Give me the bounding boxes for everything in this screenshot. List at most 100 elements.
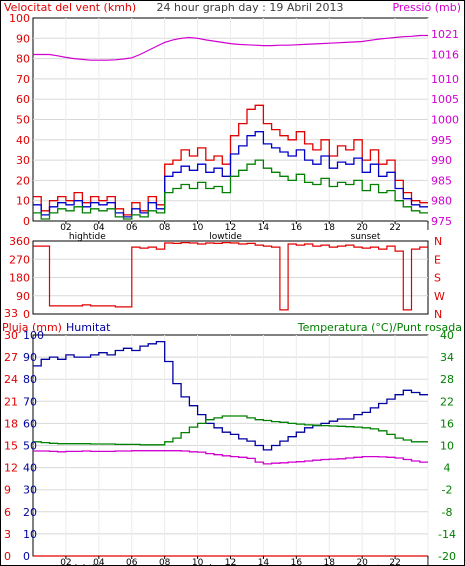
bottom-panel-x-tick-label: 10 bbox=[192, 558, 204, 566]
wind-y-tick-label: 80 bbox=[16, 53, 30, 66]
rain-y-tick-label: 15 bbox=[4, 440, 18, 453]
bottom-panel-x-tick-label: 04 bbox=[93, 558, 105, 566]
temperature-y-tick-label: -20 bbox=[438, 550, 456, 563]
wind-panel-x-tick-label: 18 bbox=[324, 223, 336, 233]
humidity-series-line bbox=[33, 340, 428, 451]
temperature-y-tick-label: 28 bbox=[440, 373, 454, 386]
wind-panel-x-tick-label: 06 bbox=[126, 223, 138, 233]
direction-compass-label: E bbox=[434, 253, 441, 266]
temperature-dewpoint-label: Temperatura (°C)/Punt rosada bbox=[297, 321, 462, 334]
humidity-y-tick-label: 100 bbox=[23, 329, 44, 342]
rain-y-tick-label: 33 bbox=[4, 307, 18, 320]
wind-y-tick-label: 100 bbox=[9, 12, 30, 25]
humidity-y-tick-label: 50 bbox=[23, 440, 37, 453]
pressure-y-tick-label: 985 bbox=[431, 174, 452, 187]
pressure-y-tick-label: 1010 bbox=[431, 73, 459, 86]
temperature-y-tick-label: 34 bbox=[440, 351, 454, 364]
wind-y-tick-label: 50 bbox=[16, 114, 30, 127]
humidity-y-tick-label: 30 bbox=[23, 484, 37, 497]
bottom-panel-x-tick-label: I bbox=[427, 558, 430, 566]
humidity-y-tick-label: 0 bbox=[23, 550, 30, 563]
bottom-panel-x-tick-label: 18 bbox=[324, 558, 336, 566]
temperature-y-tick-label: -2 bbox=[442, 484, 453, 497]
bottom-panel-x-tick-label: 14 bbox=[258, 558, 270, 566]
rain-y-tick-label: 18 bbox=[4, 417, 18, 430]
direction-compass-label: N bbox=[434, 308, 442, 321]
wind-speed-label: Velocitat del vent (kmh) bbox=[4, 1, 136, 14]
wind-y-tick-label: 10 bbox=[16, 195, 30, 208]
humidity-label: Humitat bbox=[66, 321, 111, 334]
wind-y-tick-label: 70 bbox=[16, 73, 30, 86]
rain-y-tick-label: 6 bbox=[4, 506, 11, 519]
direction-y-tick-label: 180 bbox=[9, 272, 30, 285]
wind-panel-x-tick-label: 02 bbox=[60, 223, 71, 233]
humidity-y-tick-label: 90 bbox=[23, 351, 37, 364]
dewpoint-series-line bbox=[33, 450, 428, 465]
pressure-y-tick-label: 995 bbox=[431, 134, 452, 147]
wind-y-tick-label: 60 bbox=[16, 93, 30, 106]
humidity-y-tick-label: 20 bbox=[23, 506, 37, 519]
wind_gust-series-line bbox=[33, 104, 428, 216]
rain-y-tick-label: 3 bbox=[4, 528, 11, 541]
rain-axis-label: Pluja (mm) bbox=[2, 321, 62, 334]
direction-compass-label: S bbox=[434, 272, 441, 285]
wind-panel-x-tick-label: 10 bbox=[192, 223, 204, 233]
direction-y-tick-label: 90 bbox=[16, 290, 30, 303]
bottom-panel-x-tick-label: 22 bbox=[389, 558, 400, 566]
wind-panel-x-tick-label: 08 bbox=[159, 223, 171, 233]
pressure-y-tick-label: 1005 bbox=[431, 93, 459, 106]
wind-panel-x-tick-label: 14 bbox=[258, 223, 270, 233]
pressure-y-tick-label: 975 bbox=[431, 215, 452, 228]
temperature-y-tick-label: 40 bbox=[440, 329, 454, 342]
pressure-y-tick-label: 1021 bbox=[431, 28, 459, 41]
bottom-panel-event-label: lowtide bbox=[209, 564, 242, 566]
temperature-y-tick-label: 22 bbox=[440, 395, 454, 408]
wind-panel-x-tick-label: 12 bbox=[225, 223, 236, 233]
wind-y-tick-label: 40 bbox=[16, 134, 30, 147]
wind_low-series-line bbox=[33, 159, 428, 220]
temperature-y-tick-label: 10 bbox=[440, 440, 454, 453]
temperature-series-line bbox=[33, 415, 428, 446]
rain-y-tick-label: 21 bbox=[4, 395, 18, 408]
wind-panel-x-tick-label: 04 bbox=[93, 223, 105, 233]
temperature-y-tick-label: 16 bbox=[440, 417, 454, 430]
bottom-panel-x-tick-label: 02 bbox=[60, 558, 71, 566]
pressure-y-tick-label: 990 bbox=[431, 154, 452, 167]
humidity-y-tick-label: 40 bbox=[23, 462, 37, 475]
direction-y-tick-label: 360 bbox=[9, 235, 30, 248]
rain-y-tick-label: 27 bbox=[4, 351, 18, 364]
bottom-panel-x-tick-label: 06 bbox=[126, 558, 138, 566]
pressure-label: Pressió (mb) bbox=[392, 1, 461, 14]
pressure-y-tick-label: 1016 bbox=[431, 49, 459, 62]
bottom-panel-x-tick-label: 16 bbox=[291, 558, 303, 566]
bottom-panel-event-label: sunset bbox=[351, 564, 381, 566]
wind-panel-x-tick-label: I bbox=[427, 223, 430, 233]
humidity-y-tick-label: 10 bbox=[23, 528, 37, 541]
pressure-y-tick-label: 980 bbox=[431, 195, 452, 208]
temperature-y-tick-label: -14 bbox=[438, 528, 456, 541]
wind-panel-x-tick-label: 22 bbox=[389, 223, 400, 233]
wind-panel-x-tick-label: 16 bbox=[291, 223, 303, 233]
wind-panel-x-tick-label: 20 bbox=[356, 223, 368, 233]
humidity-y-tick-label: 70 bbox=[23, 395, 37, 408]
direction-y-tick-label: 270 bbox=[9, 253, 30, 266]
rain-y-tick-label: 30 bbox=[4, 329, 18, 342]
wind-panel-event-label: lowtide bbox=[209, 232, 242, 242]
wind-panel-event-label: hightide bbox=[69, 232, 106, 242]
temperature-y-tick-label: 4 bbox=[444, 462, 451, 475]
wind-y-tick-label: 0 bbox=[23, 215, 30, 228]
pressure-y-tick-label: 1000 bbox=[431, 114, 459, 127]
direction-y-tick-label: 0 bbox=[23, 308, 30, 321]
rain-y-tick-label: 0 bbox=[4, 550, 11, 563]
direction-compass-label: N bbox=[434, 235, 442, 248]
rain-y-tick-label: 12 bbox=[4, 462, 18, 475]
bottom-panel-x-tick-label: 12 bbox=[225, 558, 236, 566]
rain-y-tick-label: 24 bbox=[4, 373, 18, 386]
bottom-panel-event-label: hightide bbox=[69, 564, 106, 566]
graph-title: 24 hour graph day : 19 Abril 2013 bbox=[157, 1, 344, 14]
bottom-panel-x-tick-label: 20 bbox=[356, 558, 368, 566]
rain-y-tick-label: 9 bbox=[4, 484, 11, 497]
temperature-y-tick-label: -8 bbox=[442, 506, 453, 519]
wind_avg-series-line bbox=[33, 131, 428, 218]
